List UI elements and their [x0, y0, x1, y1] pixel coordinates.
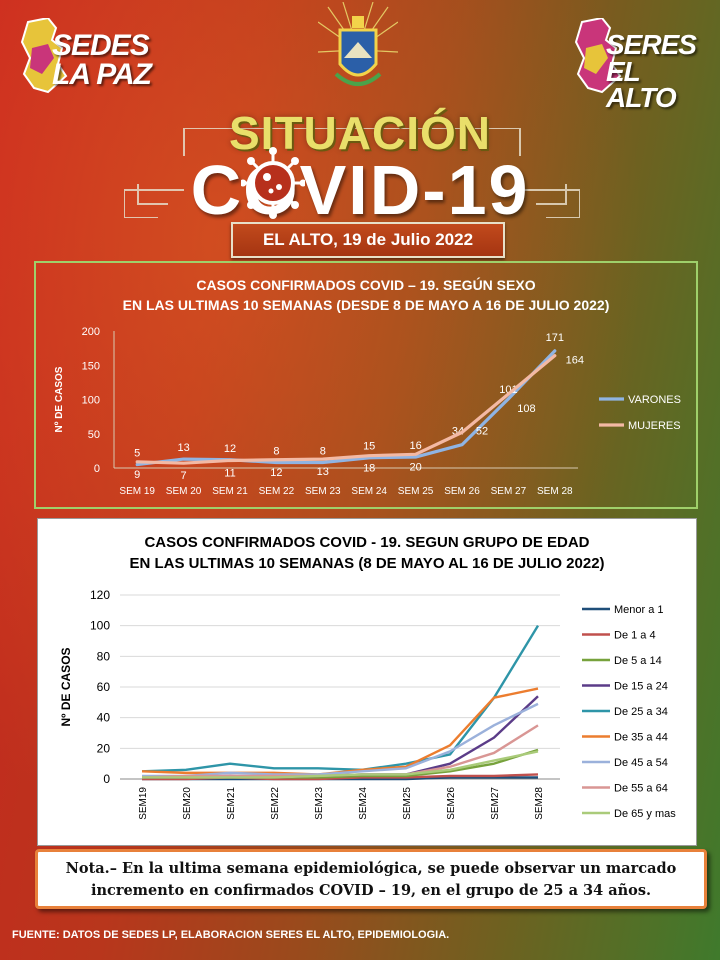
chart-by-sex-title-line2: EN LAS ULTIMAS 10 SEMANAS (DESDE 8 DE MA…: [122, 297, 610, 313]
legend-label: De 25 a 34: [614, 706, 668, 718]
chart-by-sex-title: CASOS CONFIRMADOS COVID – 19. SEGÚN SEXO…: [36, 275, 696, 315]
title-frame: [124, 128, 580, 218]
chart-by-sex-panel: CASOS CONFIRMADOS COVID – 19. SEGÚN SEXO…: [34, 261, 698, 509]
el-alto-emblem-icon: [318, 2, 398, 86]
x-tick-label: SEM25: [402, 787, 413, 820]
y-tick-label: 40: [97, 711, 111, 725]
data-label: 20: [409, 461, 421, 473]
y-axis-label: Nº DE CASOS: [59, 647, 73, 726]
x-tick-label: SEM 20: [166, 486, 202, 497]
note-box: Nota.– En la ultima semana epidemiológic…: [35, 849, 707, 909]
data-label: 8: [320, 446, 326, 458]
series-line: [142, 750, 539, 779]
map-silhouette-icon: [20, 18, 68, 94]
data-label: 101: [499, 384, 517, 396]
x-tick-label: SEM 25: [398, 486, 434, 497]
data-label: 13: [177, 442, 189, 454]
legend-label: De 15 a 24: [614, 681, 668, 693]
data-label: 13: [317, 466, 329, 478]
series-line: [141, 687, 539, 776]
data-label: 7: [181, 470, 187, 482]
title-covid: COVID-19: [190, 151, 530, 229]
y-tick-label: 120: [90, 588, 110, 602]
data-label: 52: [476, 425, 488, 437]
x-tick-label: SEM 26: [444, 486, 480, 497]
map-silhouette-icon: [574, 18, 622, 94]
y-tick-label: 200: [82, 326, 100, 338]
data-label: 108: [517, 403, 535, 415]
y-tick-label: 80: [97, 649, 111, 663]
date-banner: EL ALTO, 19 de Julio 2022: [231, 222, 505, 258]
data-label: 9: [134, 469, 140, 481]
x-tick-label: SEM 22: [259, 486, 295, 497]
chart-by-age-title-line1: CASOS CONFIRMADOS COVID - 19. SEGUN GRUP…: [144, 534, 590, 551]
legend-label: De 55 a 64: [614, 783, 668, 795]
logo-left-text: SEDES LA PAZ: [52, 29, 152, 91]
x-tick-label: SEM 23: [305, 486, 341, 497]
x-tick-label: SEM22: [270, 787, 281, 820]
series-line-varones: [135, 349, 557, 467]
note-line1: Nota.– En la ultima semana epidemiológic…: [65, 860, 677, 877]
x-tick-label: SEM 27: [491, 486, 527, 497]
series-line: [141, 625, 540, 773]
x-tick-label: SEM21: [226, 787, 237, 820]
chart-by-sex: 0 50 100 150 200 SEM 19 SEM 20 SEM 21 SEM 22 SEM …: [54, 326, 681, 497]
legend-label: De 65 y mas: [614, 808, 676, 820]
y-tick-label: 50: [88, 429, 100, 441]
y-tick-label: 0: [94, 463, 100, 475]
legend-label: Menor a 1: [614, 604, 664, 616]
x-tick-label: SEM28: [534, 787, 545, 820]
y-axis-label: Nº DE CASOS: [54, 366, 65, 432]
data-label: 15: [363, 441, 375, 453]
x-tick-label: SEM20: [182, 787, 193, 820]
data-label: 171: [546, 332, 564, 344]
x-tick-label: SEM26: [446, 787, 457, 820]
chart-by-age-title-line2: EN LAS ULTIMAS 10 SEMANAS (8 DE MAYO AL …: [129, 555, 605, 572]
data-label: 8: [273, 446, 279, 458]
y-tick-label: 100: [90, 619, 110, 633]
y-tick-label: 0: [103, 772, 110, 786]
chart-by-age-title: CASOS CONFIRMADOS COVID - 19. SEGUN GRUP…: [38, 532, 696, 574]
chart-by-age: 0 20 40 60 80 100 120 SEM19 SEM20 SEM21 SEM22 SEM23…: [59, 588, 676, 820]
sedes-la-paz-logo: SEDES LA PAZ: [18, 18, 158, 98]
series-line-mujeres: [135, 354, 557, 465]
data-label: 12: [270, 467, 282, 479]
x-tick-label: SEM24: [358, 787, 369, 820]
source-footer: FUENTE: DATOS DE SEDES LP, ELABORACION S…: [12, 929, 450, 941]
y-tick-label: 60: [97, 680, 111, 694]
legend-label: De 35 a 44: [614, 732, 668, 744]
legend-label: VARONES: [628, 394, 681, 406]
chart-by-age-panel: CASOS CONFIRMADOS COVID - 19. SEGUN GRUP…: [37, 518, 697, 846]
y-tick-label: 20: [97, 741, 111, 755]
logo-right-text: SERES EL ALTO: [606, 29, 697, 114]
x-tick-label: SEM 21: [212, 486, 248, 497]
y-tick-label: 150: [82, 360, 100, 372]
y-tick-label: 100: [82, 395, 100, 407]
data-label: 12: [224, 443, 236, 455]
chart-by-sex-title-line1: CASOS CONFIRMADOS COVID – 19. SEGÚN SEXO: [196, 277, 536, 293]
data-label: 16: [409, 440, 421, 452]
x-tick-label: SEM27: [490, 787, 501, 820]
x-tick-label: SEM19: [138, 787, 149, 820]
x-tick-label: SEM 19: [119, 486, 155, 497]
x-tick-label: SEM23: [314, 787, 325, 820]
series-line: [142, 702, 539, 778]
legend-label: De 45 a 54: [614, 757, 668, 769]
data-label: 18: [363, 463, 375, 475]
x-tick-label: SEM 24: [351, 486, 387, 497]
virus-icon: [241, 147, 305, 219]
data-label: 5: [134, 448, 140, 460]
data-label: 11: [224, 467, 235, 479]
data-label: 164: [566, 355, 584, 367]
seres-el-alto-logo: SERES EL ALTO: [572, 18, 712, 112]
x-tick-label: SEM 28: [537, 486, 573, 497]
legend-label: MUJERES: [628, 420, 681, 432]
legend-label: De 5 a 14: [614, 655, 662, 667]
legend-label: De 1 a 4: [614, 630, 656, 642]
note-line2: incremento en confirmados COVID – 19, en…: [90, 882, 652, 899]
